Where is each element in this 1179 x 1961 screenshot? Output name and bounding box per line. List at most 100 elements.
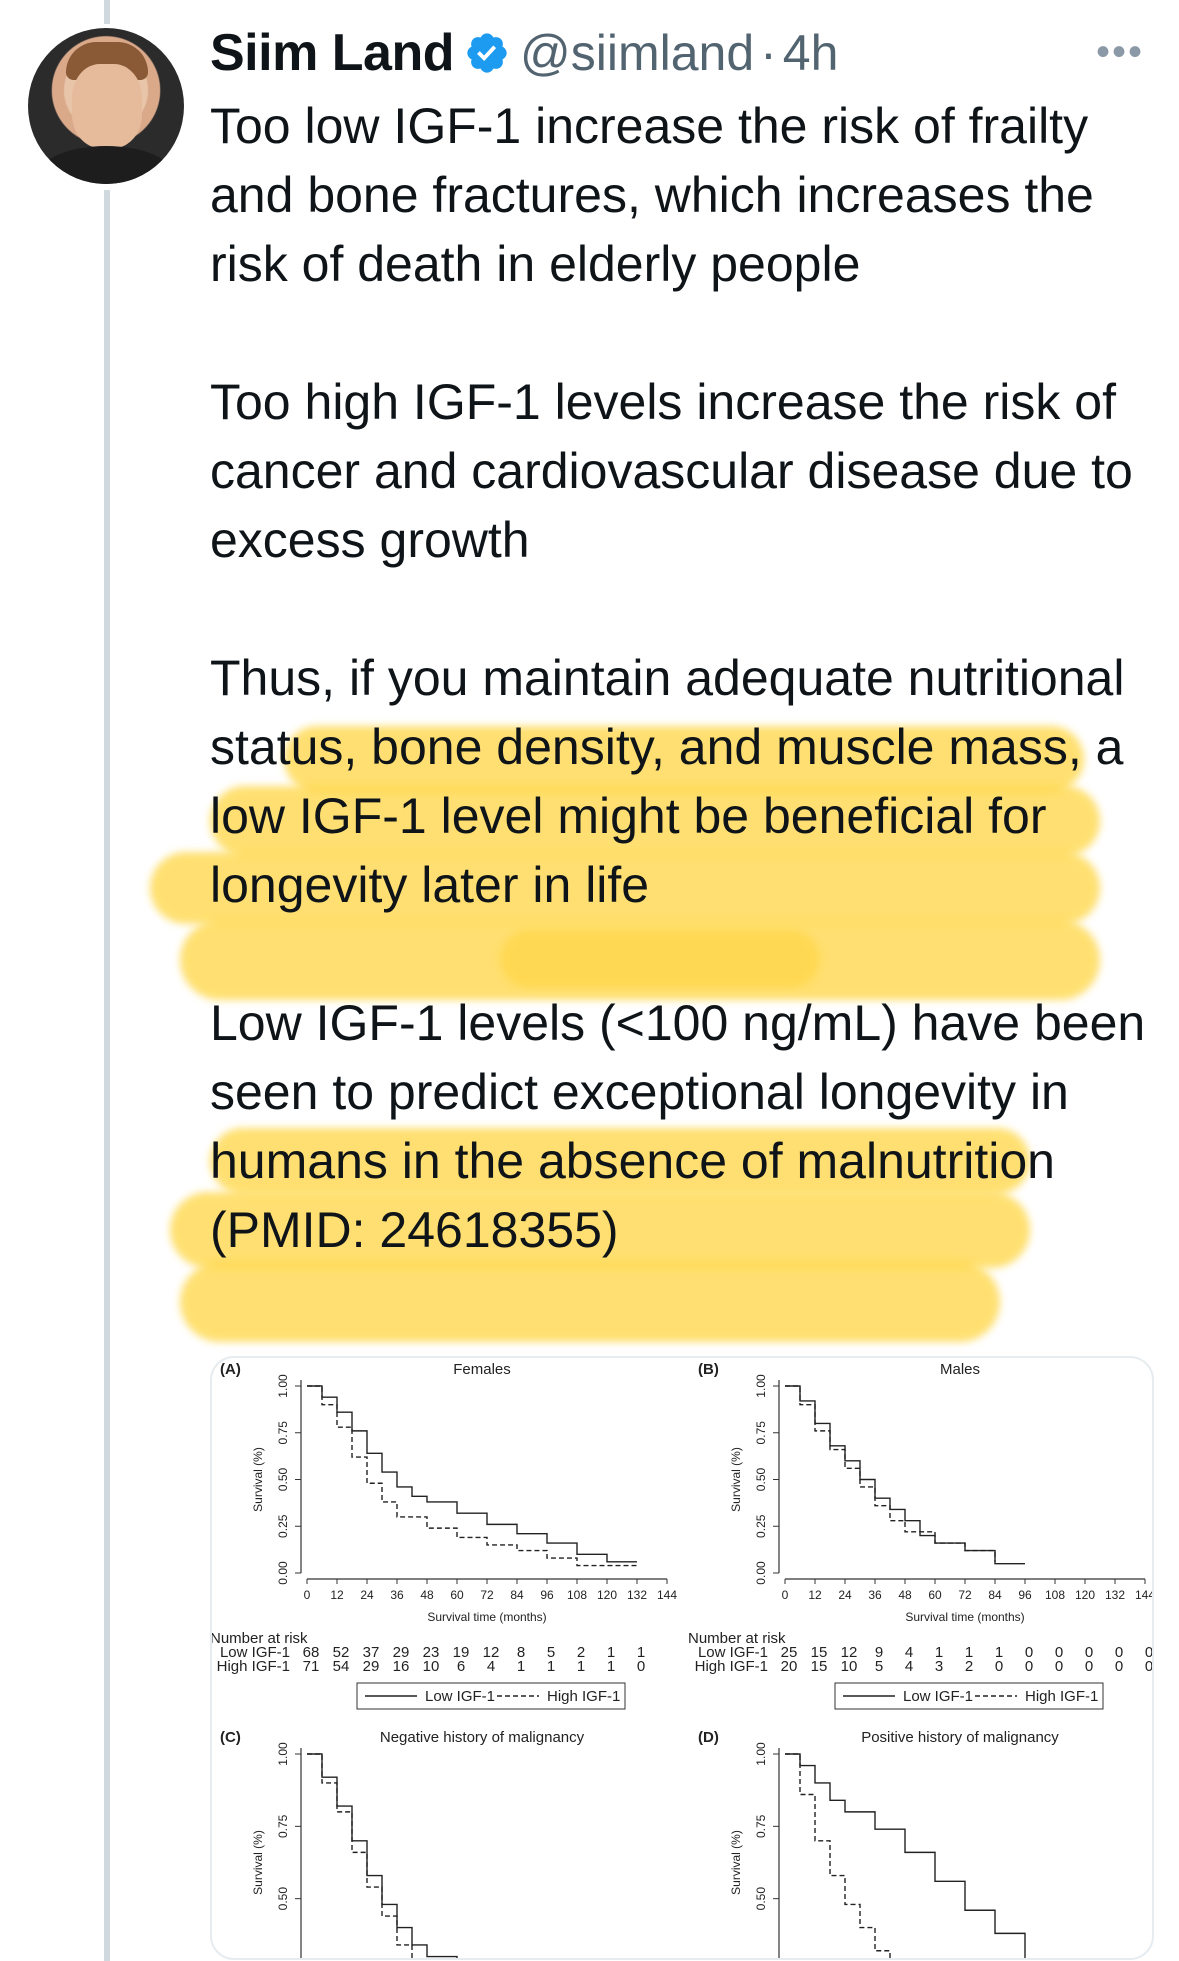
risk-high-value: 15	[811, 1658, 828, 1675]
tweet-time[interactable]: 4h	[782, 25, 839, 81]
x-tick-label: 108	[567, 1588, 587, 1602]
author-name[interactable]: Siim Land	[210, 24, 454, 82]
y-tick-label: 0.75	[754, 1421, 768, 1445]
high-igf1-curve	[307, 1753, 413, 1958]
risk-low-value: 1	[637, 1644, 645, 1661]
risk-low-value: 0	[1145, 1644, 1152, 1661]
y-tick-label: 0.25	[276, 1514, 290, 1538]
risk-low-value: 23	[423, 1644, 440, 1661]
y-tick-label: 0.75	[276, 1814, 290, 1838]
risk-low-value: 1	[965, 1644, 973, 1661]
x-tick-label: 60	[928, 1588, 942, 1602]
x-tick-label: 84	[510, 1588, 524, 1602]
highlight-mark	[284, 726, 1084, 792]
x-tick-label: 48	[898, 1588, 912, 1602]
risk-high-value: 4	[905, 1658, 913, 1675]
x-tick-label: 48	[420, 1588, 434, 1602]
highlight-mark	[210, 786, 1100, 856]
panel-title: Negative history of malignancy	[380, 1729, 585, 1746]
y-tick-label: 0.50	[754, 1887, 768, 1911]
tweet-paragraph-1: Too low IGF-1 increase the risk of frail…	[210, 98, 1094, 292]
risk-high-value: 1	[607, 1658, 615, 1675]
panel-title: Females	[453, 1361, 511, 1378]
tweet-image-figure[interactable]: (A) Females 0.00 0.25 0.50 0.75 1.00 Survival (…	[210, 1356, 1154, 1960]
x-tick-label: 12	[808, 1588, 822, 1602]
risk-high-value: 0	[1115, 1658, 1123, 1675]
risk-low-value: 12	[483, 1644, 500, 1661]
thread-line	[104, 190, 110, 1961]
y-tick-label: 0.50	[754, 1467, 768, 1491]
x-axis-label: Survival time (months)	[427, 1610, 546, 1624]
y-axis-label: Survival (%)	[251, 1830, 265, 1895]
legend-low-label: Low IGF-1	[425, 1688, 495, 1705]
panel-letter: (D)	[698, 1729, 719, 1746]
risk-high-value: 54	[333, 1658, 350, 1675]
x-tick-label: 0	[782, 1588, 789, 1602]
highlight-mark	[210, 1128, 1030, 1194]
y-tick-label: 0.75	[754, 1814, 768, 1838]
risk-low-value: 5	[547, 1644, 555, 1661]
x-tick-label: 84	[988, 1588, 1002, 1602]
risk-low-value: 1	[935, 1644, 943, 1661]
high-igf1-curve	[785, 1385, 996, 1562]
risk-high-value: 5	[875, 1658, 883, 1675]
x-tick-label: 132	[627, 1588, 647, 1602]
risk-low-value: 29	[393, 1644, 410, 1661]
risk-high-value: 0	[1085, 1658, 1093, 1675]
risk-low-value: 68	[303, 1644, 320, 1661]
risk-high-value: 6	[457, 1658, 465, 1675]
tweet-header: Siim Land @siimland · 4h	[210, 22, 838, 84]
risk-table-title: Number at risk	[212, 1630, 308, 1647]
panel-title: Positive history of malignancy	[861, 1729, 1059, 1746]
low-igf1-curve	[307, 1753, 458, 1958]
y-tick-label: 1.00	[276, 1742, 290, 1766]
risk-high-label: High IGF-1	[695, 1658, 768, 1675]
x-tick-label: 72	[958, 1588, 972, 1602]
risk-high-value: 0	[995, 1658, 1003, 1675]
risk-low-value: 0	[1085, 1644, 1093, 1661]
x-tick-label: 24	[838, 1588, 852, 1602]
y-tick-label: 0.00	[276, 1561, 290, 1585]
risk-high-value: 29	[363, 1658, 380, 1675]
y-tick-label: 0.50	[276, 1467, 290, 1491]
y-axis-label: Survival (%)	[251, 1447, 265, 1512]
risk-high-value: 71	[303, 1658, 320, 1675]
risk-high-label: High IGF-1	[217, 1658, 290, 1675]
x-tick-label: 0	[304, 1588, 311, 1602]
risk-low-value: 2	[577, 1644, 585, 1661]
legend-high-label: High IGF-1	[1025, 1688, 1098, 1705]
verified-badge-icon	[467, 33, 507, 73]
risk-high-value: 0	[1055, 1658, 1063, 1675]
more-dots-icon[interactable]: •••	[1096, 30, 1145, 74]
risk-low-label: Low IGF-1	[698, 1644, 768, 1661]
risk-low-value: 1	[995, 1644, 1003, 1661]
x-tick-label: 108	[1045, 1588, 1065, 1602]
x-tick-label: 96	[1018, 1588, 1032, 1602]
risk-high-value: 0	[1145, 1658, 1152, 1675]
y-tick-label: 1.00	[276, 1374, 290, 1398]
risk-high-value: 1	[547, 1658, 555, 1675]
y-tick-label: 0.75	[276, 1421, 290, 1445]
highlight-mark	[170, 1192, 1030, 1268]
x-tick-label: 60	[450, 1588, 464, 1602]
risk-high-value: 0	[1025, 1658, 1033, 1675]
x-tick-label: 120	[1075, 1588, 1095, 1602]
high-igf1-curve	[307, 1385, 637, 1567]
panel-letter: (A)	[220, 1361, 241, 1378]
x-tick-label: 24	[360, 1588, 374, 1602]
risk-table-title: Number at risk	[688, 1630, 786, 1647]
risk-high-value: 4	[487, 1658, 495, 1675]
panel-letter: (C)	[220, 1729, 241, 1746]
highlight-mark	[150, 852, 1100, 924]
risk-low-label: Low IGF-1	[220, 1644, 290, 1661]
risk-high-value: 2	[965, 1658, 973, 1675]
low-igf1-curve	[785, 1753, 1026, 1958]
avatar[interactable]	[28, 28, 184, 184]
x-tick-label: 36	[390, 1588, 404, 1602]
risk-low-value: 52	[333, 1644, 350, 1661]
author-handle[interactable]: @siimland	[519, 25, 755, 81]
risk-high-value: 3	[935, 1658, 943, 1675]
legend-low-label: Low IGF-1	[903, 1688, 973, 1705]
legend-high-label: High IGF-1	[547, 1688, 620, 1705]
risk-low-value: 19	[453, 1644, 470, 1661]
